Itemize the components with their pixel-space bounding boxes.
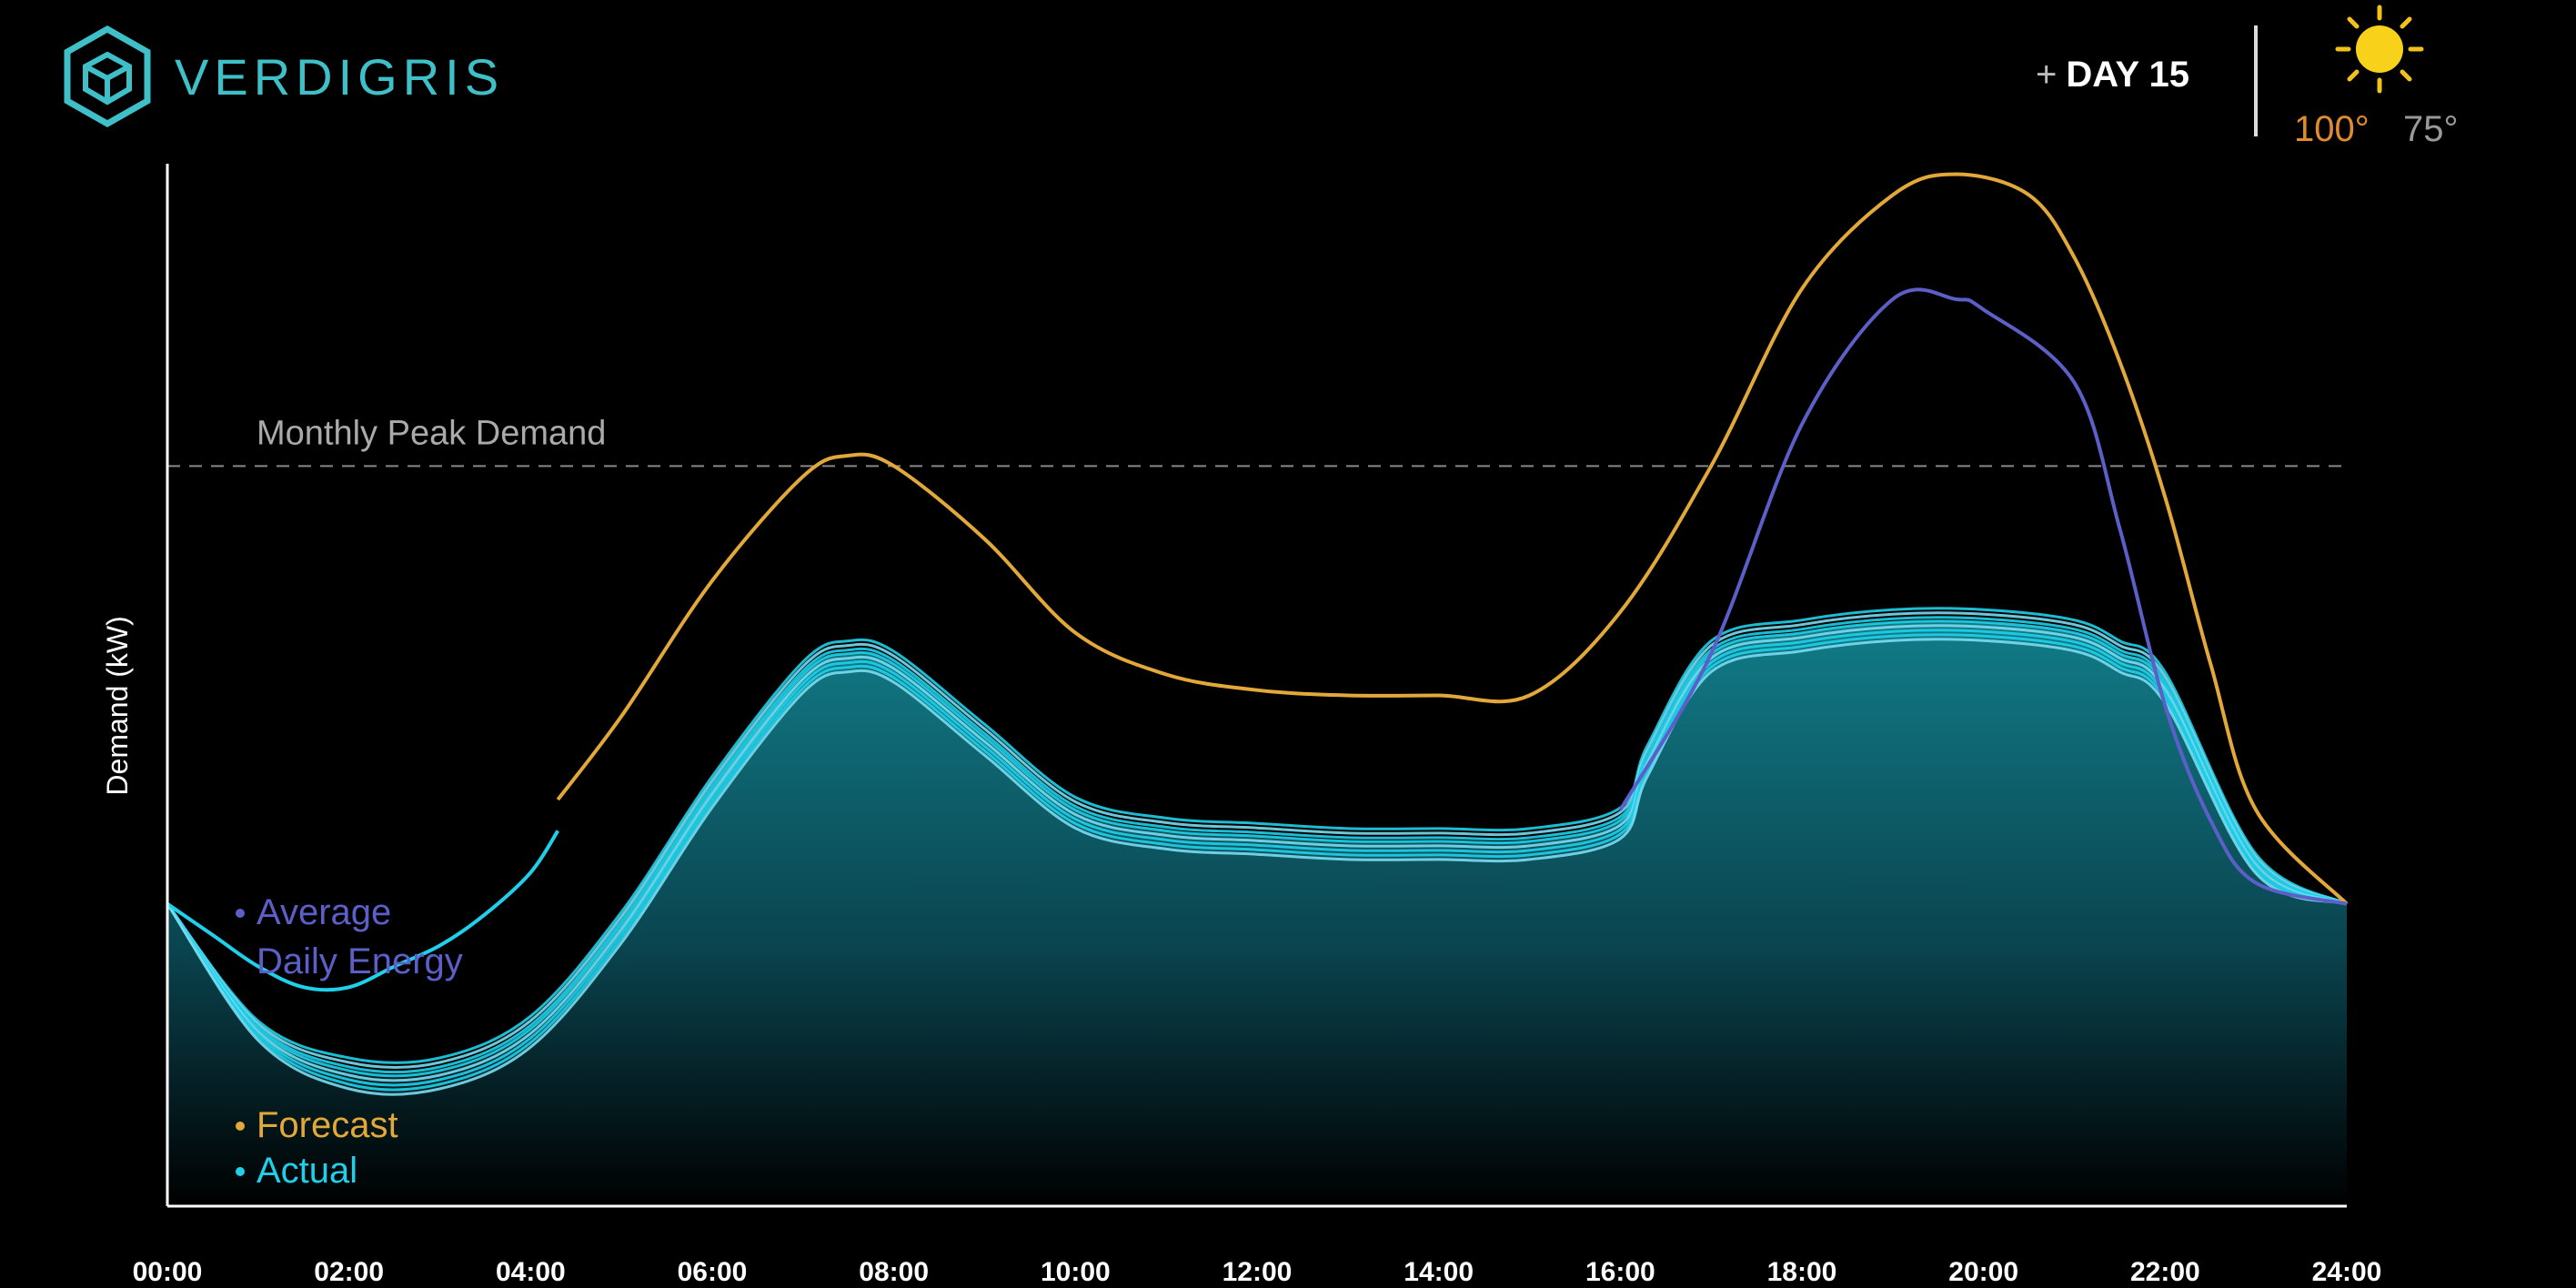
x-tick-label: 04:00 (496, 1257, 566, 1287)
actual-line-bundle (166, 607, 2348, 1096)
actual-line (166, 624, 2348, 1082)
average-daily-energy-line (1618, 287, 2348, 906)
y-axis-label: Demand (kW) (101, 616, 134, 795)
actual-line (166, 607, 2348, 1064)
x-tick-label: 08:00 (859, 1257, 929, 1287)
x-tick-label: 02:00 (314, 1257, 384, 1287)
sun-icon (2335, 5, 2424, 94)
x-tick-label: 00:00 (133, 1257, 203, 1287)
actual-line (166, 619, 2348, 1078)
x-tick-label: 10:00 (1041, 1257, 1111, 1287)
x-tick-labels: 00:00 02:00 04:00 06:00 08:00 10:00 12:00 14:00… (133, 1257, 2382, 1287)
legend-label-average-daily-energy: Average Daily Energy (257, 892, 463, 981)
actual-area-fill (167, 620, 2347, 1206)
actual-line (166, 633, 2348, 1092)
actual-line (166, 830, 559, 992)
series-lines (166, 172, 2349, 992)
x-tick-label: 12:00 (1223, 1257, 1293, 1287)
x-tick-label: 06:00 (678, 1257, 748, 1287)
day-indicator: + DAY 15 (2036, 55, 2189, 96)
actual-line (166, 638, 2348, 1096)
legend: Average Daily Energy Forecast Actual (236, 892, 463, 1191)
actual-line (166, 616, 2348, 1074)
x-tick-label: 14:00 (1404, 1257, 1474, 1287)
forecast-line (556, 172, 2349, 906)
legend-label-actual: Actual (257, 1151, 357, 1191)
actual-line (166, 629, 2348, 1087)
legend-marker-forecast (236, 1122, 245, 1131)
x-tick-label: 24:00 (2312, 1257, 2382, 1287)
legend-label-forecast: Forecast (257, 1105, 398, 1145)
brand-logo: VERDIGRIS (60, 24, 504, 129)
temp-high: 100° (2294, 109, 2370, 149)
x-tick-label: 22:00 (2130, 1257, 2200, 1287)
day-prefix: + (2036, 55, 2058, 95)
legend-marker-actual (236, 1167, 245, 1176)
temp-low: 75° (2403, 109, 2459, 149)
hexagon-logo-icon (64, 25, 151, 128)
brand-name: VERDIGRIS (175, 47, 505, 106)
monthly-peak-label: Monthly Peak Demand (257, 414, 606, 452)
x-tick-label: 18:00 (1767, 1257, 1837, 1287)
header-divider (2254, 25, 2258, 136)
x-tick-label: 20:00 (1948, 1257, 2018, 1287)
actual-line (166, 611, 2348, 1070)
legend-marker-average-daily-energy (236, 909, 245, 918)
day-label: DAY 15 (2066, 55, 2190, 95)
x-tick-label: 16:00 (1585, 1257, 1655, 1287)
